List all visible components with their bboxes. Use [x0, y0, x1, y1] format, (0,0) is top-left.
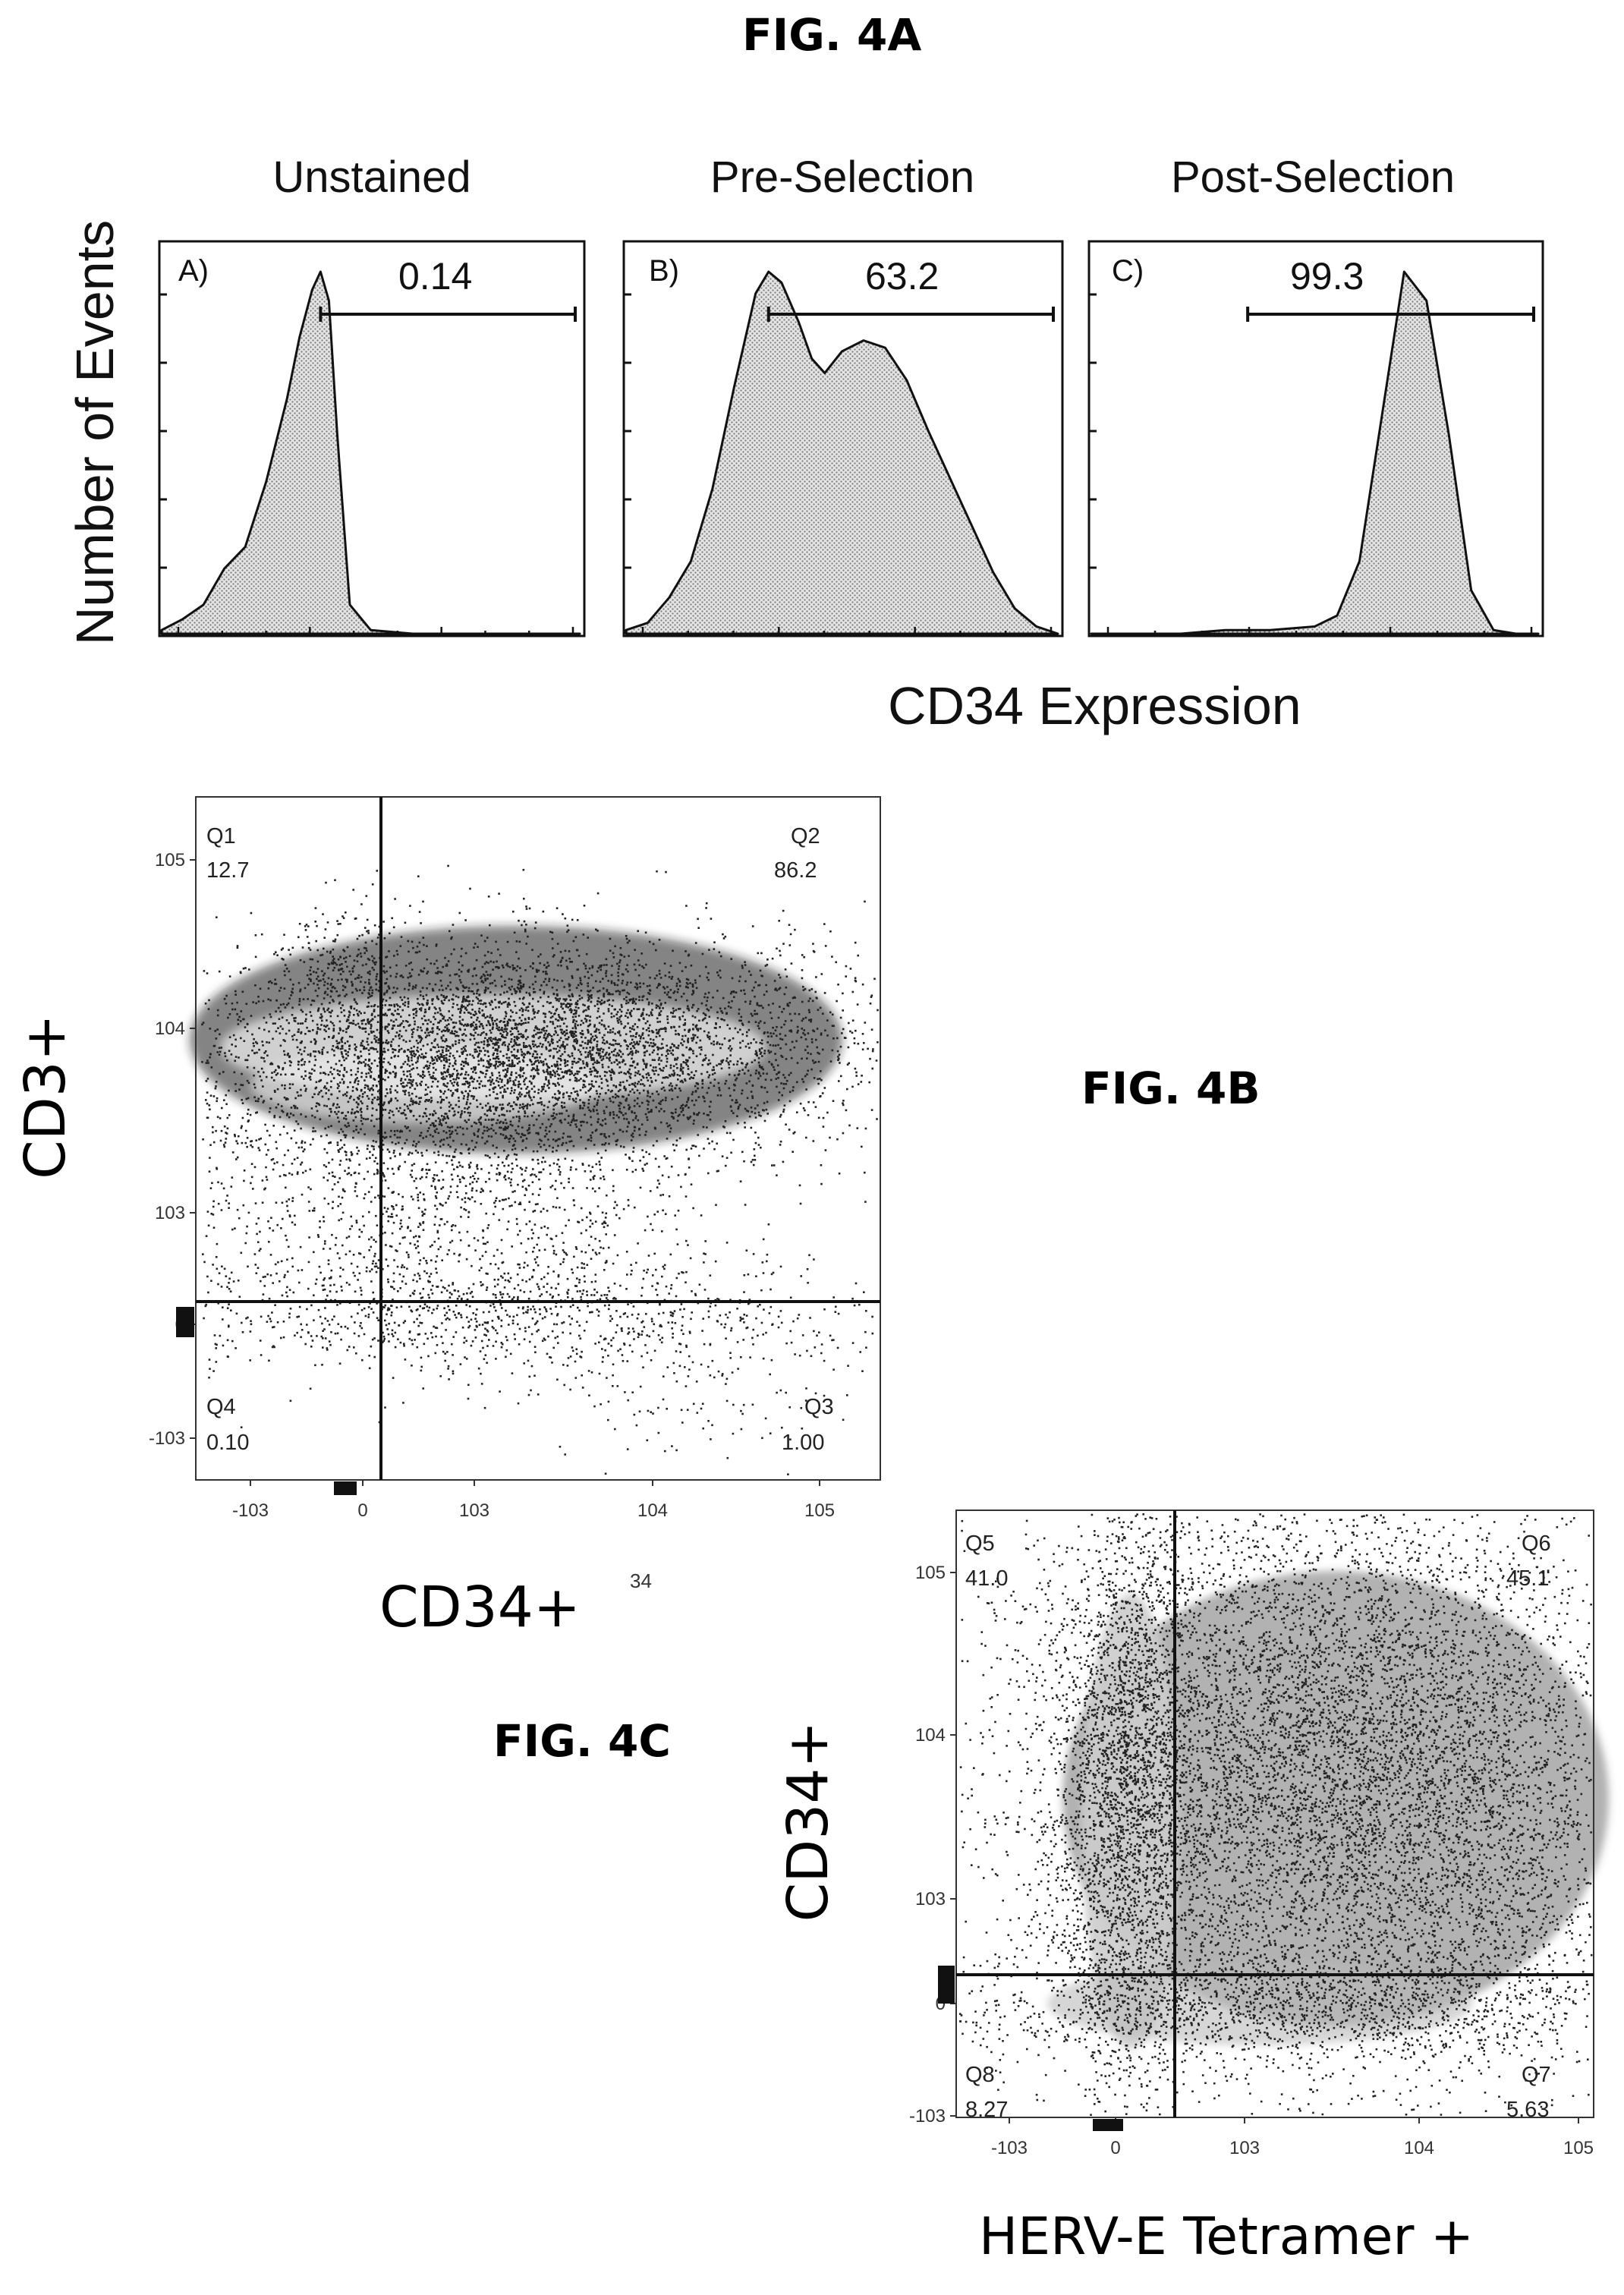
scatter-b-frame — [195, 796, 881, 1481]
scatter-b-ytick-label: 105 — [155, 850, 185, 870]
scatter-b-xlabel-small: 34 — [630, 1569, 652, 1592]
hist-b-title: Pre-Selection — [710, 153, 975, 202]
scatter-b-axis-pileup — [176, 1307, 194, 1337]
histogram-frame-0 — [158, 240, 586, 638]
fig-4a-label: FIG. 4A — [742, 9, 922, 61]
hist-c-title: Post-Selection — [1171, 153, 1455, 202]
histogram-panel-b — [622, 240, 1064, 638]
histogram-frame-1 — [622, 240, 1064, 638]
scatter-c-ytick-label: 104 — [915, 1725, 946, 1746]
scatter-b-q2-name: Q2 — [791, 824, 820, 848]
scatter-b-ytick-label: 104 — [155, 1018, 185, 1039]
scatter-b-xtick-label: 0 — [357, 1500, 367, 1521]
hist-b-panel-label: B) — [649, 254, 679, 288]
scatter-c-event-dots — [959, 1513, 1593, 2116]
histogram-panel-c — [1087, 240, 1544, 638]
scatter-b-ytick-label: -103 — [149, 1428, 185, 1449]
scatter-c-ytick-label: -103 — [909, 2106, 946, 2127]
histograms-svg — [158, 240, 1544, 638]
histogram-panel-a — [158, 240, 586, 638]
scatter-b-q3-name: Q3 — [804, 1395, 834, 1419]
scatter-c-frame — [955, 1510, 1594, 2118]
scatter-c-q6-name: Q6 — [1522, 1532, 1551, 1556]
scatter-c-q8-name: Q8 — [965, 2063, 995, 2087]
fig-4c-label: FIG. 4C — [493, 1715, 671, 1767]
scatter-b-q1-name: Q1 — [206, 824, 236, 848]
hist-a-panel-label: A) — [178, 254, 209, 288]
scatter-b-q4-name: Q4 — [206, 1395, 236, 1419]
scatter-c-ylabel: CD34+ — [776, 1720, 841, 1922]
histogram-area-2 — [1090, 270, 1540, 635]
scatter-c-q7-name: Q7 — [1522, 2063, 1551, 2087]
scatter-b-xtick-label: 105 — [804, 1500, 835, 1521]
scatter-b-xlabel: CD34+ — [379, 1575, 581, 1640]
hist-b-gate-value: 63.2 — [865, 255, 939, 298]
scatter-c-ytick-label: 105 — [915, 1563, 946, 1583]
hist-a-title: Unstained — [272, 153, 471, 202]
scatter-b-xtick-label: 104 — [637, 1500, 668, 1521]
scatter-c-xtick-label: 105 — [1563, 2138, 1594, 2158]
scatter-b-q1-value: 12.7 — [206, 858, 250, 883]
histogram-area-1 — [625, 270, 1059, 635]
scatter-c-q7-value: 5.63 — [1506, 2098, 1550, 2122]
scatter-c-q8-value: 8.27 — [965, 2098, 1009, 2122]
scatter-c-xtick-label: 0 — [1110, 2138, 1120, 2158]
scatter-b-xtick-label: -103 — [232, 1500, 269, 1521]
scatter-c-axis-pileup — [1093, 2119, 1123, 2131]
scatter-c-xtick-label: -103 — [991, 2138, 1028, 2158]
fig-4b-label: FIG. 4B — [1081, 1062, 1260, 1114]
scatter-c-q6-value: 45.1 — [1506, 1566, 1550, 1591]
scatter-c-q5-name: Q5 — [965, 1532, 995, 1556]
scatter-c-q5-value: 41.0 — [965, 1566, 1009, 1591]
hist-c-gate-value: 99.3 — [1290, 255, 1364, 298]
scatter-b-event-dots — [201, 864, 879, 1475]
scatter-b-xtick-label: 103 — [459, 1500, 489, 1521]
scatter-c-axis-pileup — [938, 1966, 955, 2004]
hist-xlabel: CD34 Expression — [888, 676, 1301, 735]
scatter-b-ytick-label: 103 — [155, 1203, 185, 1223]
scatter-c-xtick-label: 104 — [1404, 2138, 1434, 2158]
scatter-b-axis-pileup — [334, 1481, 357, 1495]
scatter-c-xlabel: HERV-E Tetramer + — [979, 2207, 1475, 2267]
scatter-c-density-blob — [1081, 1594, 1180, 2049]
hist-c-panel-label: C) — [1112, 254, 1144, 288]
scatter-b-q2-value: 86.2 — [774, 858, 817, 883]
scatter-c-ytick-label: 103 — [915, 1889, 946, 1909]
histogram-frame-2 — [1087, 240, 1544, 638]
scatter-b-q3-value: 1.00 — [782, 1431, 825, 1455]
scatter-b-q4-value: 0.10 — [206, 1431, 250, 1455]
hist-a-gate-value: 0.14 — [398, 255, 473, 298]
histogram-area-0 — [160, 270, 581, 635]
scatter-c-xtick-label: 103 — [1229, 2138, 1260, 2158]
